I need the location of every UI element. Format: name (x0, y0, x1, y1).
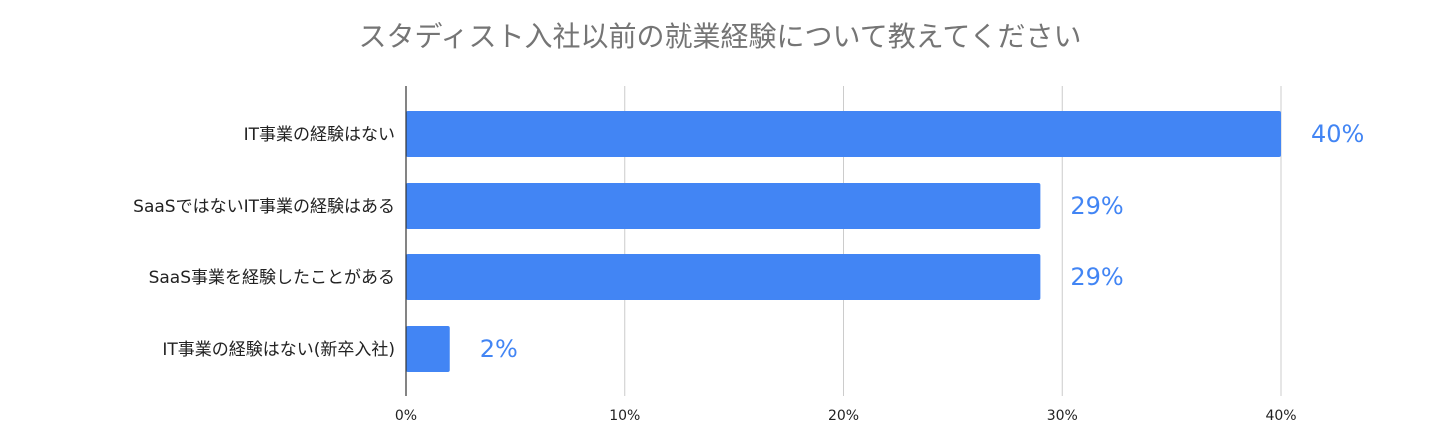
x-tick-label: 0% (395, 408, 417, 424)
bars (406, 111, 1281, 372)
bar (406, 111, 1281, 157)
data-label: 29% (1070, 263, 1123, 291)
category-label: IT事業の経験はない (244, 125, 395, 145)
category-label: SaaSではないIT事業の経験はある (133, 197, 395, 217)
category-label: IT事業の経験はない(新卒入社) (162, 340, 395, 360)
x-tick-label: 20% (828, 408, 859, 424)
data-labels: 40% 29% 29% 2% (480, 120, 1365, 363)
data-label: 2% (480, 335, 518, 363)
chart-title: スタディスト入社以前の就業経験について教えてください (359, 20, 1082, 53)
bar (406, 183, 1041, 229)
x-tick-label: 40% (1265, 408, 1296, 424)
category-labels: IT事業の経験はない SaaSではないIT事業の経験はある SaaS事業を経験したこ… (133, 125, 395, 360)
data-label: 40% (1311, 120, 1364, 148)
bar (406, 326, 450, 372)
x-tick-label: 30% (1047, 408, 1078, 424)
bar (406, 254, 1041, 300)
x-tick-label: 10% (609, 408, 640, 424)
x-tick-labels: 0% 10% 20% 30% 40% (395, 408, 1297, 424)
data-label: 29% (1070, 192, 1123, 220)
category-label: SaaS事業を経験したことがある (149, 268, 395, 288)
